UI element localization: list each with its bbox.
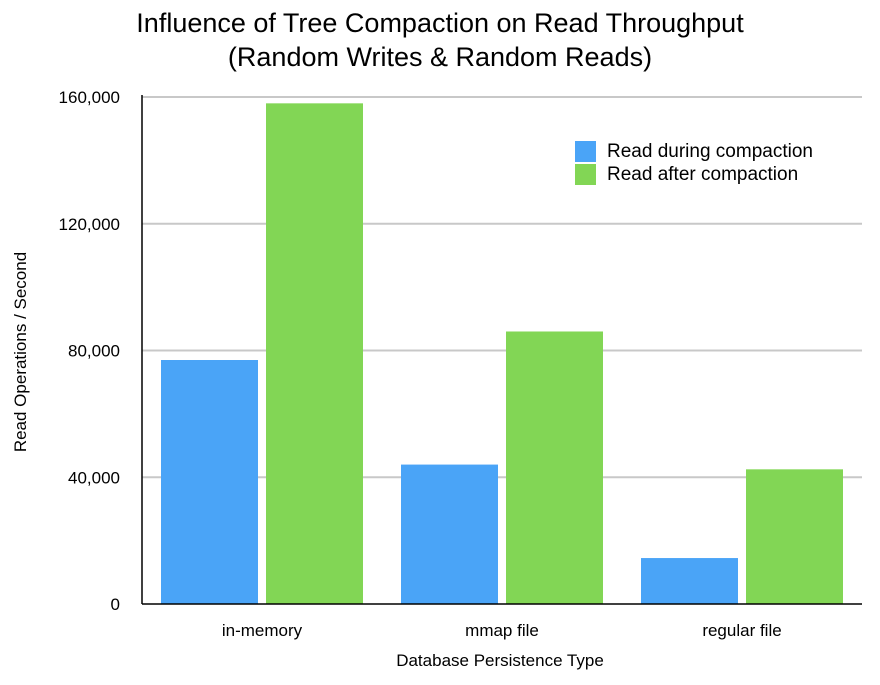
y-tick-label: 160,000	[59, 88, 120, 107]
legend: Read during compaction Read after compac…	[575, 140, 813, 186]
y-tick-label: 0	[111, 595, 120, 614]
legend-swatch-after	[575, 164, 596, 185]
legend-swatch-during	[575, 141, 596, 162]
y-axis-label: Read Operations / Second	[11, 251, 30, 453]
y-tick-label: 80,000	[68, 342, 120, 361]
bar	[161, 360, 258, 604]
x-tick-label: in-memory	[222, 621, 303, 640]
legend-item-after: Read after compaction	[575, 163, 813, 186]
legend-label-after: Read after compaction	[607, 163, 799, 185]
bar	[401, 464, 498, 604]
chart-subtitle: (Random Writes & Random Reads)	[227, 42, 653, 72]
bar	[746, 469, 843, 604]
x-axis-label: Database Persistence Type	[396, 651, 604, 670]
x-tick-label: regular file	[702, 621, 781, 640]
bar	[506, 331, 603, 604]
legend-label-during: Read during compaction	[607, 140, 813, 162]
y-tick-label: 40,000	[68, 468, 120, 487]
y-tick-label: 120,000	[59, 215, 120, 234]
chart-title: Influence of Tree Compaction on Read Thr…	[136, 8, 744, 38]
x-tick-label: mmap file	[465, 621, 539, 640]
bar	[641, 558, 738, 604]
bar	[266, 103, 363, 605]
legend-item-during: Read during compaction	[575, 140, 813, 163]
